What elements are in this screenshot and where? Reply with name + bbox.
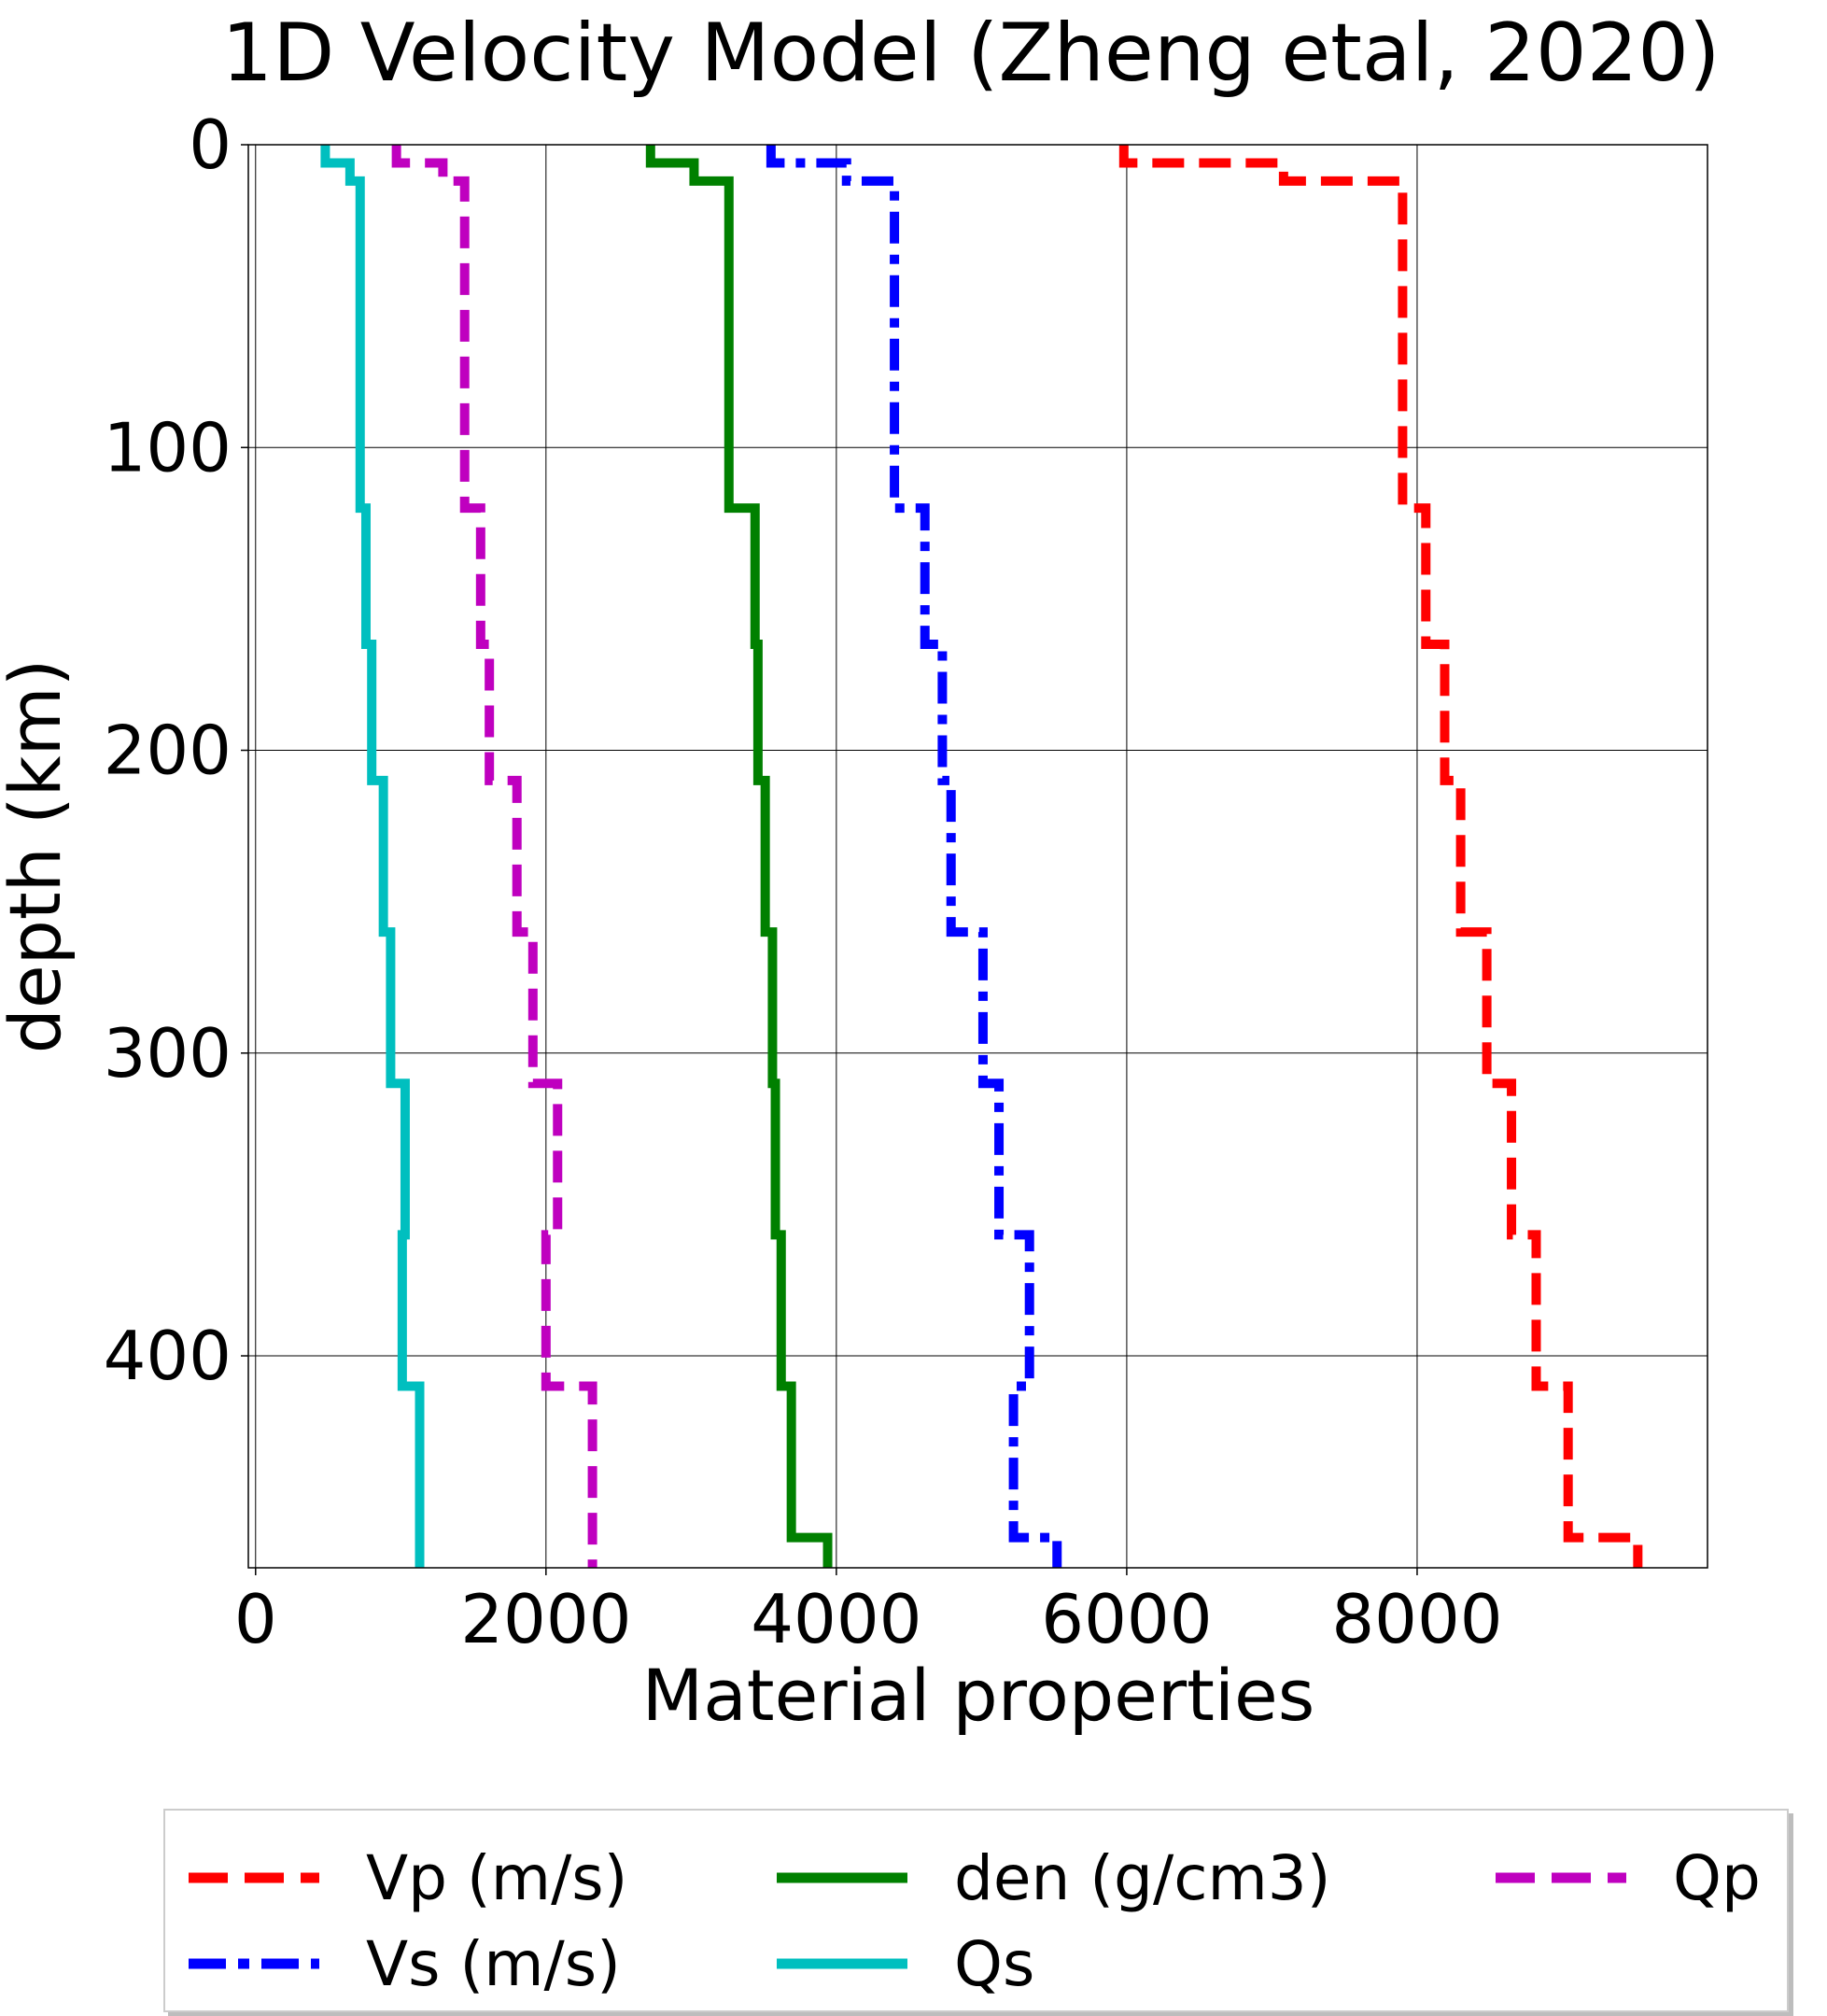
x-tick-label: 8000	[1331, 1580, 1502, 1658]
legend-item-vp: Vp (m/s)	[189, 1842, 627, 1914]
legend-label-vs: Vs (m/s)	[366, 1927, 621, 2000]
x-tick-label: 4000	[751, 1580, 921, 1658]
legend: Vp (m/s) Vs (m/s) den (g/cm3) Qs Qp	[163, 1809, 1789, 2012]
x-axis-label: Material properties	[642, 1654, 1315, 1737]
y-tick-label: 200	[104, 712, 232, 790]
x-tick-label: 0	[234, 1580, 277, 1658]
y-axis-ticks: 0 100 200 300 400	[104, 106, 248, 1395]
y-tick-label: 0	[189, 106, 232, 184]
legend-swatch-vp	[189, 1872, 319, 1883]
legend-item-qp: Qp	[1496, 1842, 1761, 1914]
legend-item-qs: Qs	[777, 1928, 1034, 2000]
legend-swatch-den	[777, 1872, 907, 1883]
legend-swatch-qs	[777, 1958, 907, 1969]
series-line-vs	[766, 145, 1062, 1568]
plot-frame	[247, 144, 1708, 1569]
legend-swatch-qp	[1496, 1872, 1626, 1883]
x-axis-ticks: 0 2000 4000 6000 8000	[234, 1568, 1503, 1658]
legend-item-vs: Vs (m/s)	[189, 1928, 621, 2000]
x-tick-label: 2000	[460, 1580, 631, 1658]
legend-label-vp: Vp (m/s)	[366, 1841, 628, 1914]
legend-label-den: den (g/cm3)	[954, 1841, 1331, 1914]
y-tick-label: 400	[104, 1317, 232, 1395]
series-layer	[320, 145, 1643, 1568]
legend-label-qp: Qp	[1673, 1841, 1761, 1914]
y-axis-label: depth (km)	[0, 659, 77, 1054]
legend-item-den: den (g/cm3)	[777, 1842, 1331, 1914]
series-line-den	[645, 145, 833, 1568]
legend-label-qs: Qs	[954, 1927, 1035, 2000]
x-tick-label: 6000	[1041, 1580, 1212, 1658]
y-tick-label: 100	[104, 408, 232, 486]
legend-swatch-vs	[189, 1958, 319, 1969]
y-tick-label: 300	[104, 1014, 232, 1093]
series-line-qs	[320, 145, 425, 1568]
series-line-vp	[1118, 145, 1643, 1568]
series-line-qp	[391, 145, 597, 1568]
chart-title: 1D Velocity Model (Zheng etal, 2020)	[221, 7, 1720, 100]
